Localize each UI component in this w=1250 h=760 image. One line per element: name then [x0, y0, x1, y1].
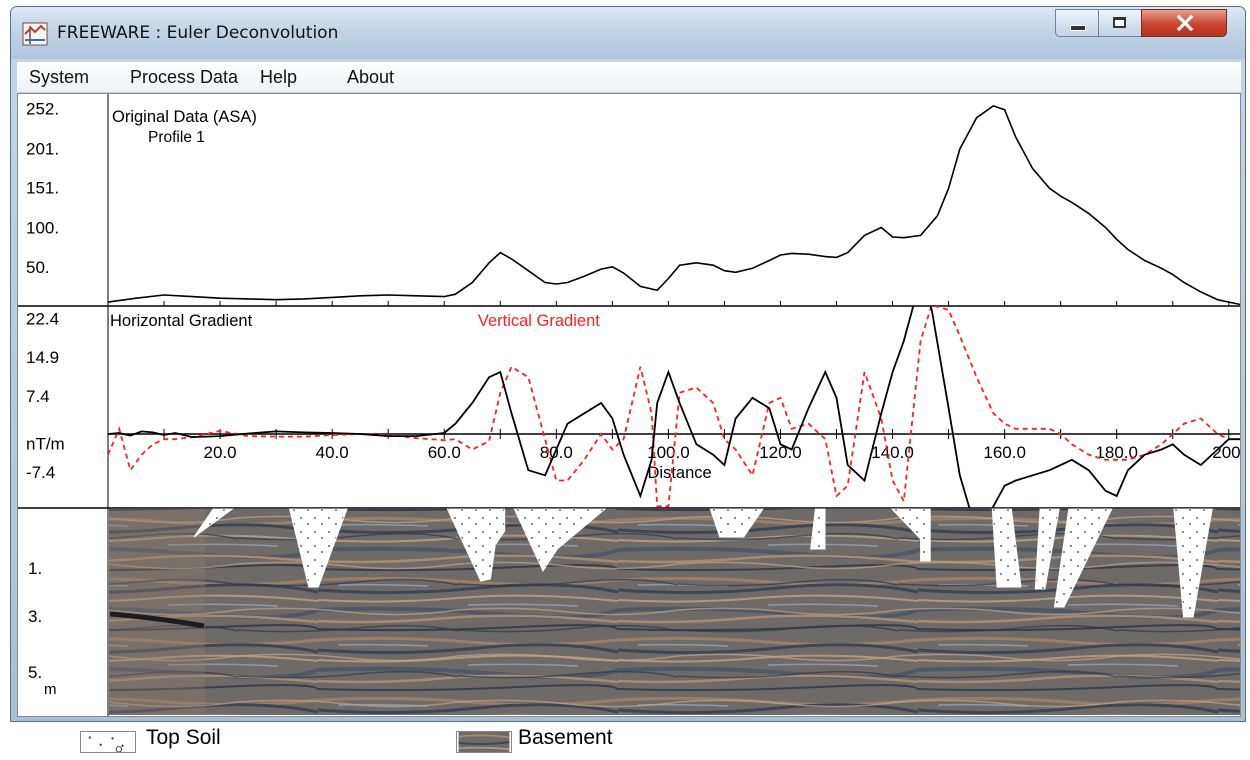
grad-x-tick-label: 80.0 [540, 443, 573, 462]
grad-y-tick-label: 7.4 [26, 387, 50, 406]
grad-x-tick-label: 200. [1212, 443, 1240, 462]
depth-section-panel: 1. 3. 5.m [28, 508, 1240, 716]
grad-x-tick-label: 140.0 [871, 443, 914, 462]
grad-x-tick-label: 20.0 [204, 443, 237, 462]
top-soil-wedge [709, 508, 764, 538]
minimize-button[interactable] [1055, 9, 1099, 37]
original-data-panel: 252. 201. 151. 100. 50. Original Data (ASA) Pr… [18, 94, 1240, 307]
depth-tick-label: 5. [28, 663, 42, 682]
grad-y-tick-label: nT/m [26, 434, 65, 453]
title-bar[interactable]: FREEWARE : Euler Deconvolution [11, 7, 1245, 59]
top-y-tick-label: 201. [26, 139, 59, 158]
app-icon[interactable] [22, 22, 48, 46]
gradient-panel: 22.4 14.9 7.4 nT/m -7.4 20.0 40.0 60.0 80.0 100.0… [18, 306, 1240, 509]
grad-x-tick-label: 40.0 [316, 443, 349, 462]
top-soil-label: Top Soil [146, 726, 221, 749]
top-soil-wedge [513, 508, 607, 573]
top-soil-wedge [193, 508, 234, 538]
menu-help[interactable]: Help [260, 67, 298, 87]
maximize-icon [1113, 17, 1126, 28]
grad-y-tick-label: 22.4 [26, 309, 59, 328]
top-y-tick-label: 151. [26, 179, 59, 198]
depth-tick-label: 3. [28, 607, 42, 626]
minimize-icon [1070, 25, 1086, 31]
window-title: FREEWARE : Euler Deconvolution [57, 23, 339, 43]
basement-rock-shade [109, 509, 205, 715]
close-button[interactable] [1141, 9, 1227, 37]
top-panel-subtitle: Profile 1 [148, 129, 205, 146]
horizontal-gradient-line [108, 306, 1240, 508]
grad-x-tick-label: 60.0 [428, 443, 461, 462]
original-data-line [107, 105, 1240, 306]
plot-area: 252. 201. 151. 100. 50. Original Data (ASA) Pr… [17, 93, 1241, 717]
vertical-gradient-label: Vertical Gradient [478, 312, 600, 330]
top-y-tick-label: 50. [26, 258, 50, 277]
top-soil-wedge [1034, 508, 1060, 590]
menu-bar: System Process Data Help About [17, 62, 1241, 93]
grad-x-tick-label: 120.0 [759, 443, 802, 462]
grad-x-tick-label: 100.0 [647, 443, 690, 462]
top-soil-wedge [810, 508, 826, 550]
top-soil-wedge [1053, 508, 1113, 608]
menu-system[interactable]: System [29, 67, 90, 87]
top-y-tick-label: 100. [26, 219, 59, 238]
close-icon [1176, 15, 1194, 31]
top-y-tick-label: 252. [26, 99, 59, 118]
app-window: FREEWARE : Euler Deconvolution System Pr… [10, 6, 1246, 722]
grad-y-tick-label: 14.9 [26, 348, 59, 367]
vertical-gradient-line [108, 306, 1240, 508]
menu-process-data[interactable]: Process Data [130, 67, 239, 87]
top-soil-wedge [1173, 508, 1213, 618]
maximize-button[interactable] [1098, 9, 1142, 37]
depth-tick-label: 1. [28, 559, 42, 578]
grad-y-tick-label: -7.4 [26, 463, 55, 482]
top-soil-wedge [288, 508, 348, 588]
legend: Top Soil Basement [0, 726, 1250, 756]
top-soil-swatch [80, 731, 136, 753]
grad-x-tick-label: 160.0 [983, 443, 1026, 462]
top-soil-wedge [446, 508, 506, 582]
top-soil-wedge [890, 508, 931, 562]
menu-about[interactable]: About [347, 67, 395, 87]
dark-rock-band [109, 611, 205, 629]
grad-x-axis-label: Distance [648, 464, 712, 482]
basement-swatch [456, 731, 512, 753]
basement-label: Basement [518, 726, 613, 749]
depth-unit-label: m [44, 681, 57, 698]
horizontal-gradient-label: Horizontal Gradient [110, 312, 253, 330]
plot-canvas: 252. 201. 151. 100. 50. Original Data (ASA) Pr… [18, 94, 1240, 716]
top-soil-wedge [991, 508, 1022, 588]
top-panel-title: Original Data (ASA) [112, 108, 257, 126]
grad-x-tick-label: 180.0 [1095, 443, 1138, 462]
